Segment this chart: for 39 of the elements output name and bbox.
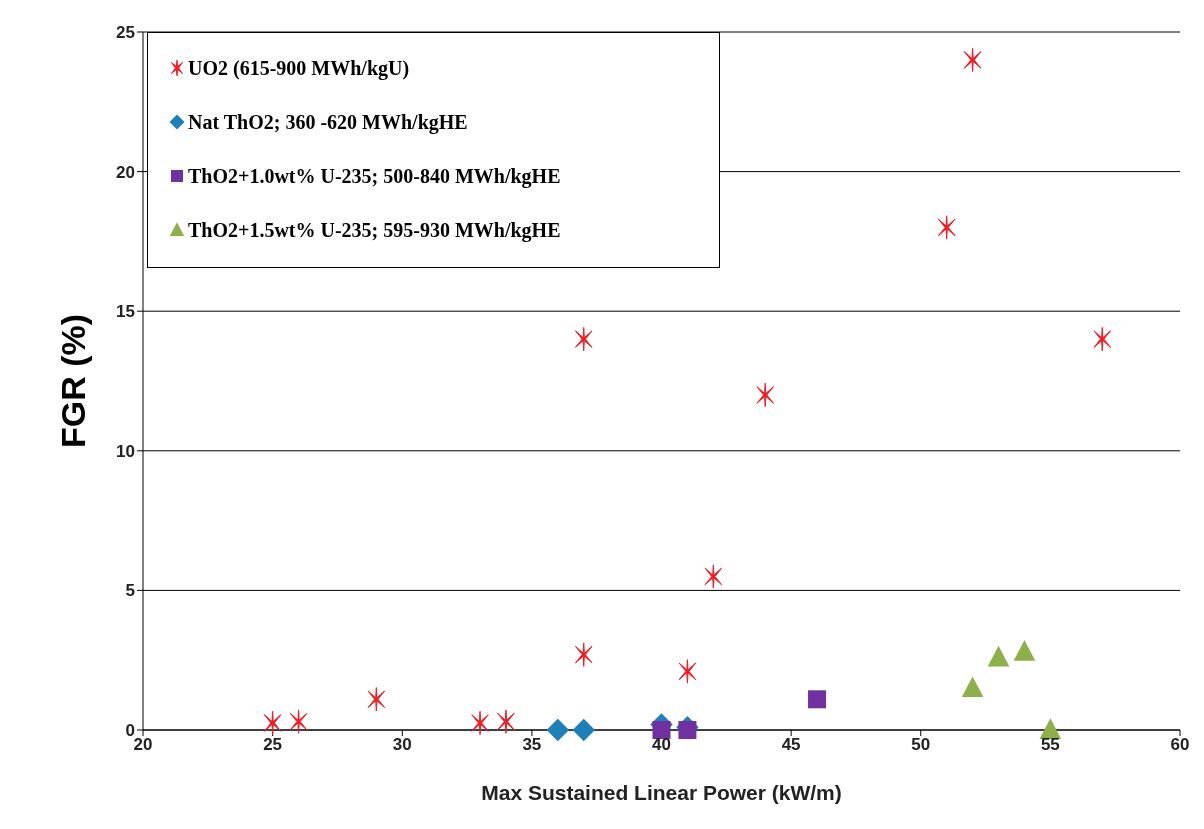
x-axis-title: Max Sustained Linear Power (kW/m): [481, 781, 842, 804]
y-tick-label: 15: [116, 302, 135, 322]
y-tick-label: 10: [116, 441, 135, 461]
point: [1013, 640, 1036, 661]
point: [574, 642, 593, 667]
point: [961, 676, 984, 698]
point: [1039, 718, 1062, 739]
point: [678, 721, 697, 739]
legend-label: Nat ThO2; 360 -620 MWh/kgHE: [188, 110, 468, 134]
x-tick-label: 30: [392, 735, 412, 755]
point: [497, 709, 515, 734]
legend-label: UO2 (615-900 MWh/kgU): [188, 56, 410, 80]
x-tick-label: 50: [911, 735, 931, 755]
point: [367, 687, 386, 712]
x-tick-label: 35: [522, 735, 542, 755]
x-tick-label: 40: [652, 735, 671, 755]
y-tick-label: 20: [116, 162, 135, 182]
x-tick-label: 60: [1170, 735, 1190, 755]
point: [289, 709, 308, 734]
point: [678, 659, 697, 684]
y-axis-title: FGR (%): [54, 313, 93, 449]
point: [987, 645, 1010, 667]
x-tick-label: 55: [1040, 735, 1060, 755]
legend-label: ThO2+1.0wt% U-235; 500-840 MWh/kgHE: [188, 164, 561, 188]
point: [963, 47, 982, 73]
x-tick-label: 25: [263, 735, 283, 755]
y-tick-label: 5: [125, 581, 135, 601]
point: [808, 690, 827, 709]
point: [574, 326, 593, 352]
point: [937, 215, 956, 240]
point: [652, 721, 671, 739]
legend-label: ThO2+1.5wt% U-235; 595-930 MWh/kgHE: [188, 218, 561, 242]
y-tick-label: 0: [125, 721, 135, 741]
x-tick-label: 45: [781, 735, 801, 755]
point: [546, 718, 570, 742]
point: [263, 710, 282, 736]
point: [704, 564, 723, 589]
point: [572, 718, 595, 742]
y-tick-label: 25: [116, 23, 135, 43]
